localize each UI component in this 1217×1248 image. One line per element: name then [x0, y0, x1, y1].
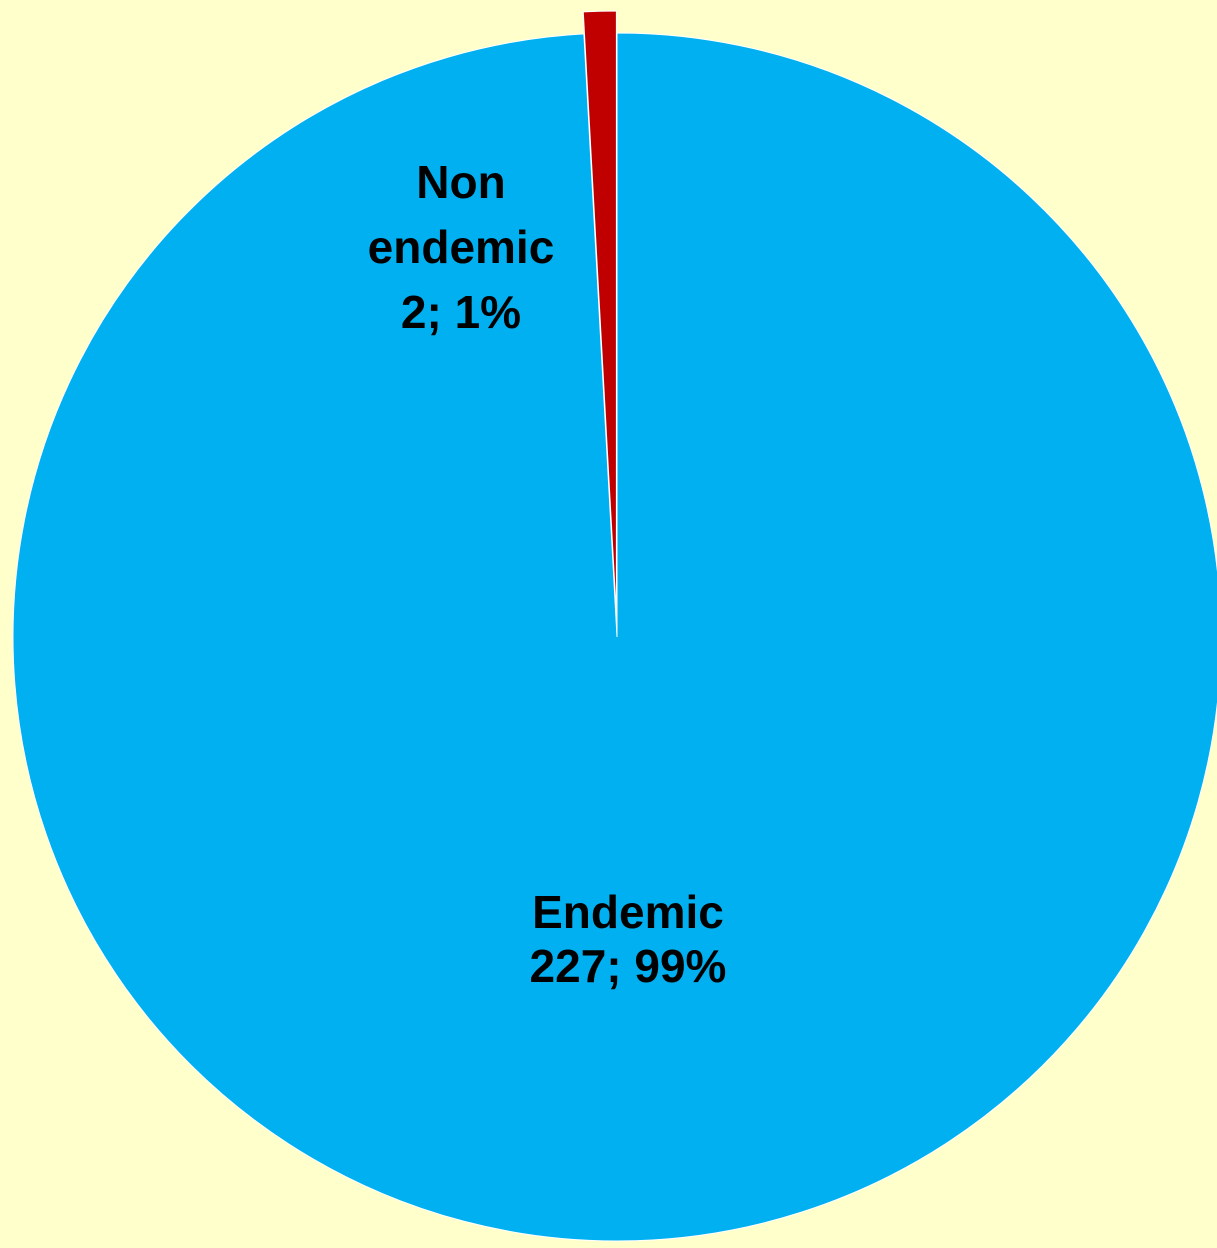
data-label-line: endemic — [368, 221, 555, 273]
data-label-line: 2; 1% — [401, 286, 521, 338]
data-label-endemic: Endemic 227; 99% — [530, 886, 727, 992]
data-label-line: 227; 99% — [530, 940, 727, 992]
data-label-non-endemic: Non endemic 2; 1% — [368, 156, 555, 338]
pie-slice-endemic — [12, 32, 1217, 1242]
data-label-line: Non — [416, 156, 505, 208]
pie-slice-non-endemic — [582, 10, 617, 616]
labels-layer: Endemic 227; 99% Non endemic 2; 1% — [368, 156, 727, 992]
data-label-line: Endemic — [532, 886, 724, 938]
slices-layer — [12, 10, 1217, 1242]
